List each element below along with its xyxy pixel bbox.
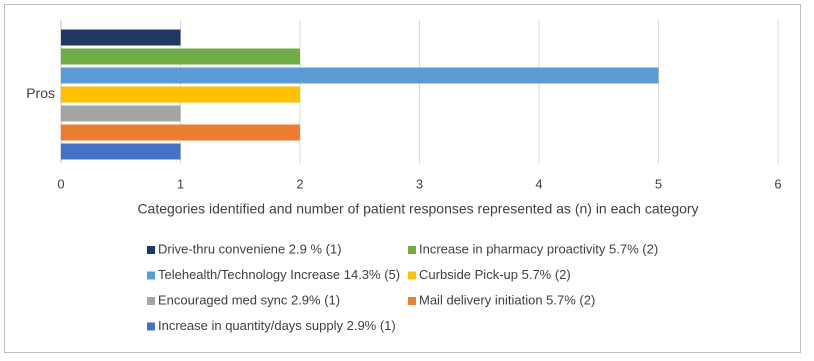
x-tick-label: 0 <box>57 176 64 191</box>
legend-marker <box>408 297 416 305</box>
legend-marker <box>147 322 155 331</box>
legend-label: Increase in quantity/days supply 2.9% (1… <box>158 318 396 333</box>
legend-label: Increase in pharmacy proactivity 5.7% (2… <box>419 241 658 256</box>
legend-marker <box>147 297 155 305</box>
legend-marker <box>147 246 155 254</box>
bar <box>61 105 181 122</box>
legend-marker <box>147 271 155 280</box>
x-tick-label: 1 <box>177 176 184 191</box>
legend-marker <box>408 246 416 254</box>
legend-label: Encouraged med sync 2.9% (1) <box>158 292 340 307</box>
legend-label: Telehealth/Technology Increase 14.3% (5) <box>158 267 400 282</box>
bar <box>61 67 659 84</box>
legend-marker <box>408 271 416 280</box>
x-axis-title: Categories identified and number of pati… <box>137 201 698 217</box>
x-tick-label: 3 <box>416 176 423 191</box>
x-tick-label: 5 <box>655 176 662 191</box>
y-tick-label: Pros <box>26 85 55 101</box>
x-tick-label: 2 <box>296 176 303 191</box>
legend-label: Curbside Pick-up 5.7% (2) <box>419 267 571 282</box>
bar <box>61 124 300 141</box>
bar <box>61 29 181 46</box>
legend-label: Drive-thru conveniene 2.9 % (1) <box>158 241 342 256</box>
bar <box>61 86 300 103</box>
legend-label: Mail delivery initiation 5.7% (2) <box>419 292 595 307</box>
x-tick-label: 6 <box>774 176 781 191</box>
bar <box>61 143 181 160</box>
x-tick-label: 4 <box>535 176 542 191</box>
bar <box>61 48 300 65</box>
